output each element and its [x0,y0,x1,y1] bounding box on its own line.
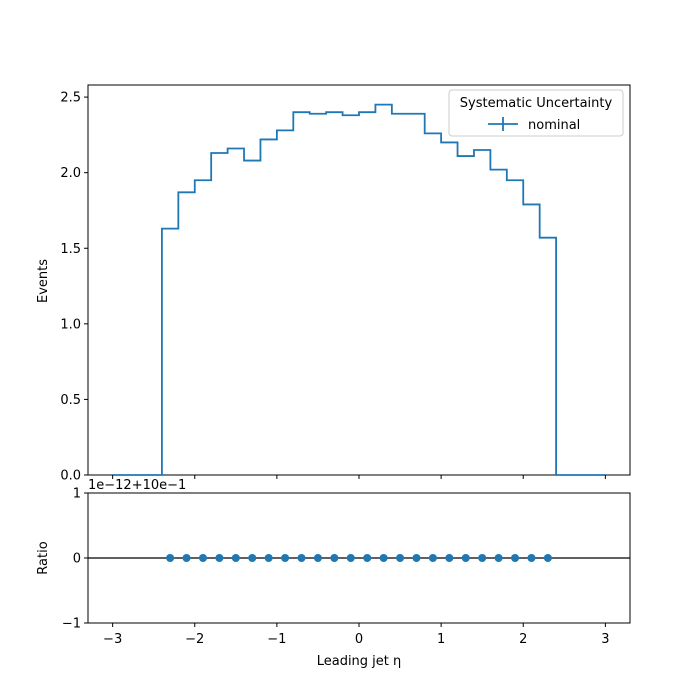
ratio-point [396,554,405,562]
bottom-xtick-label: −2 [185,632,204,647]
ratio-point [198,554,207,562]
top-ytick-label: 1.5 [60,242,81,257]
ratio-point [543,554,552,562]
ratio-point [313,554,322,562]
ratio-point [182,554,191,562]
bottom-xtick-label: 2 [519,632,527,647]
legend: Systematic Uncertainty nominal [448,89,624,137]
ratio-point [297,554,306,562]
top-axes-frame [87,84,631,476]
top-ytick-label: 2.5 [60,91,81,106]
top-ytick-label: 2.0 [60,166,81,181]
bottom-xtick-label: 0 [355,632,363,647]
bottom-ytick-label: 0 [73,552,81,567]
bottom-xtick-label: −1 [267,632,286,647]
nominal-histogram-step [112,103,606,476]
ratio-point [511,554,520,562]
ratio-point [494,554,503,562]
ratio-point [527,554,536,562]
bottom-xtick-label: 3 [601,632,609,647]
bottom-ytick-label: −1 [62,617,81,632]
ratio-point [281,554,290,562]
ratio-axis-label: Ratio [36,541,51,574]
top-ytick-label: 1.0 [60,317,81,332]
ratio-point [478,554,487,562]
bottom-xtick-label: −3 [103,632,122,647]
ratio-point [330,554,339,562]
top-ytick-label: 0.0 [60,469,81,484]
ratio-point [264,554,273,562]
ratio-panel: −1 0 1 −3 −2 −1 0 1 2 3 1e−12+10e−1 Ratio Leadin… [36,478,631,669]
ratio-point [346,554,355,562]
eta-axis-label: Leading jet η [317,654,402,669]
legend-entry-nominal: nominal [528,118,580,133]
ratio-offset-text: 1e−12+10e−1 [88,478,186,493]
ratio-point [412,554,421,562]
ratio-point [248,554,257,562]
legend-title: Systematic Uncertainty [460,96,613,111]
bottom-ytick-label: 1 [73,487,81,502]
ratio-point [461,554,470,562]
ratio-point [231,554,240,562]
events-axis-label: Events [36,259,51,303]
bottom-xtick-label: 1 [437,632,445,647]
legend-marker-nominal [488,117,518,131]
ratio-point [215,554,224,562]
ratio-point [445,554,454,562]
top-ytick-label: 0.5 [60,393,81,408]
ratio-point [166,554,175,562]
ratio-point [379,554,388,562]
events-histogram-panel: 0.0 0.5 1.0 1.5 2.0 2.5 Events Systematic Unc… [36,84,631,484]
ratio-point [363,554,372,562]
ratio-point [428,554,437,562]
